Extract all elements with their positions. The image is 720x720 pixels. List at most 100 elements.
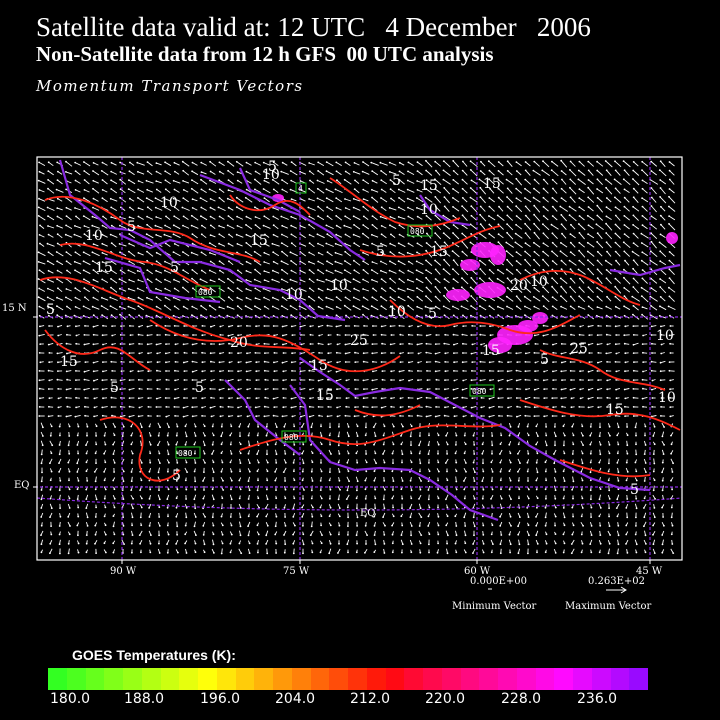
- wind-vector-head: [128, 397, 131, 399]
- wind-vector: [498, 241, 504, 249]
- wind-vector: [336, 207, 342, 211]
- wind-vector: [273, 216, 279, 220]
- wind-vector-head: [316, 278, 319, 281]
- wind-vector-head: [245, 188, 248, 191]
- wind-vector: [660, 296, 666, 302]
- wind-vector: [668, 215, 676, 221]
- wind-vector-head: [587, 233, 589, 236]
- wind-vector-head: [571, 461, 574, 464]
- wind-vector-head: [608, 452, 611, 455]
- wind-vector: [579, 206, 585, 212]
- wind-vector: [588, 286, 594, 294]
- wind-vector: [534, 179, 540, 185]
- wind-vector-head: [92, 234, 95, 237]
- wind-vector: [308, 198, 316, 202]
- wind-vector-head: [462, 160, 464, 163]
- wind-vector: [641, 242, 649, 248]
- wind-vector-head: [371, 179, 374, 182]
- wind-vector-head: [488, 397, 491, 400]
- wind-vector-head: [230, 470, 233, 473]
- wind-vector-head: [57, 370, 59, 372]
- wind-vector-head: [165, 415, 168, 418]
- wind-vector: [470, 315, 478, 319]
- wind-vector: [191, 252, 199, 256]
- wind-vector-head: [418, 444, 420, 447]
- wind-vector-head: [326, 206, 328, 209]
- wind-vector-head: [174, 369, 176, 372]
- wind-vector: [498, 161, 504, 167]
- wind-vector: [668, 196, 676, 204]
- wind-vector: [281, 242, 289, 248]
- wind-vector-head: [551, 178, 554, 181]
- wind-vector-head: [110, 387, 113, 390]
- wind-vector: [515, 278, 523, 284]
- wind-vector-head: [508, 434, 511, 437]
- wind-vector-head: [82, 269, 85, 272]
- wind-vector-head: [497, 305, 499, 308]
- wind-vector-head: [470, 352, 473, 355]
- wind-vector-head: [668, 259, 671, 262]
- wind-vector-head: [127, 179, 130, 182]
- wind-vector: [246, 216, 252, 220]
- wind-vector-head: [127, 296, 130, 299]
- wind-vector: [560, 242, 568, 248]
- wind-vector-head: [605, 370, 608, 372]
- wind-vector: [291, 287, 297, 293]
- wind-vector-head: [182, 269, 185, 272]
- wind-vector-head: [82, 260, 85, 263]
- wind-vector-head: [498, 406, 500, 408]
- wind-vector-head: [481, 452, 484, 455]
- wind-vector-head: [560, 370, 563, 373]
- wind-vector-head: [389, 216, 392, 218]
- wind-vector-head: [327, 370, 330, 373]
- wind-vector-head: [92, 278, 95, 281]
- wind-vector-head: [362, 352, 365, 355]
- wind-vector-head: [165, 406, 168, 408]
- wind-vector-head: [167, 443, 170, 446]
- wind-vector-head: [416, 170, 419, 173]
- wind-vector-head: [46, 296, 49, 299]
- wind-vector-head: [91, 305, 94, 308]
- wind-vector-head: [335, 161, 338, 164]
- wind-vector: [560, 306, 568, 310]
- wind-vector-head: [344, 343, 347, 346]
- wind-vector-head: [338, 453, 341, 455]
- wind-vector-head: [343, 269, 346, 271]
- wind-vector-head: [598, 461, 601, 464]
- wind-vector: [524, 251, 532, 257]
- wind-vector: [462, 161, 468, 167]
- wind-vector-head: [101, 242, 104, 245]
- wind-vector: [462, 188, 468, 194]
- wind-vector-head: [635, 453, 638, 456]
- wind-vector-head: [660, 343, 663, 346]
- wind-vector-head: [515, 223, 517, 226]
- wind-vector-head: [200, 178, 202, 181]
- wind-vector: [309, 370, 315, 372]
- wind-vector: [669, 188, 675, 194]
- wind-vector: [48, 170, 54, 176]
- wind-vector-head: [155, 216, 158, 218]
- wind-vector-head: [426, 379, 429, 381]
- wind-vector-head: [497, 397, 500, 400]
- wind-vector-head: [281, 161, 284, 164]
- wind-vector: [579, 287, 585, 293]
- wind-vector-head: [302, 462, 305, 465]
- wind-vector-head: [506, 231, 508, 234]
- wind-vector-head: [597, 406, 600, 409]
- wind-vector: [363, 216, 369, 220]
- wind-vector-head: [399, 352, 402, 355]
- wind-vector: [435, 215, 441, 221]
- wind-vector-head: [452, 305, 454, 308]
- wind-vector: [552, 232, 558, 240]
- wind-vector-head: [563, 444, 565, 447]
- wind-vector-head: [480, 397, 483, 399]
- wind-vector-head: [353, 224, 355, 226]
- wind-vector-head: [211, 443, 214, 446]
- wind-vector-head: [172, 197, 175, 200]
- wind-vector-head: [380, 179, 383, 182]
- wind-vector-head: [434, 268, 437, 271]
- wind-vector-head: [407, 278, 409, 281]
- wind-vector-head: [551, 197, 554, 199]
- wind-vector-head: [352, 206, 355, 209]
- wind-vector-head: [327, 397, 329, 399]
